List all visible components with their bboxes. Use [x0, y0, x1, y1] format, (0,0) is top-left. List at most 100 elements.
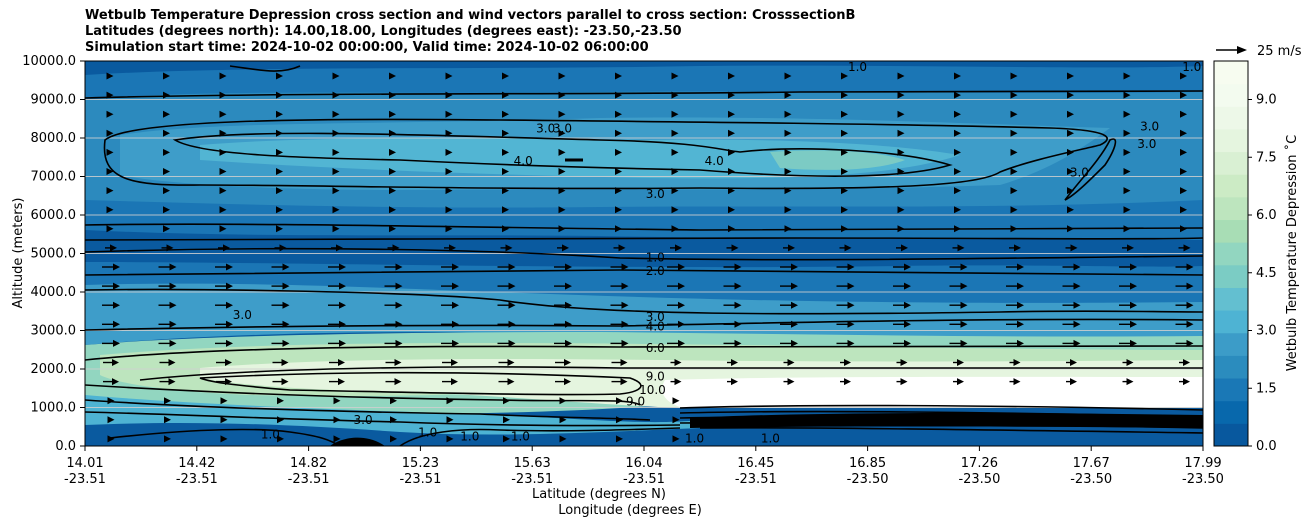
wind-vector-head: [106, 168, 114, 175]
wind-vector-head: [332, 72, 340, 80]
colorbar-segment: [1214, 423, 1248, 447]
contour-line-7: [85, 384, 641, 406]
wind-vector-head: [392, 244, 400, 252]
wind-vector-head: [394, 359, 402, 366]
wind-vector-head: [954, 225, 961, 233]
wind-vector-head: [671, 187, 679, 195]
wind-vector-head: [841, 72, 848, 80]
wind-vector-head: [565, 263, 572, 271]
wind-vector-head: [1010, 110, 1018, 118]
wind-vector-head: [389, 148, 396, 156]
wind-vector-head: [1130, 320, 1137, 328]
wind-vector-head: [107, 435, 115, 443]
wind-vector-head: [954, 168, 961, 175]
wind-vector-head: [169, 339, 177, 347]
wind-vector-head: [960, 282, 968, 290]
wind-vector-head: [452, 282, 459, 290]
wind-vector-head: [390, 397, 397, 405]
y-tick-label: 10000.0: [22, 54, 76, 69]
wind-vector-head: [1126, 359, 1134, 366]
wind-vector-head: [169, 263, 177, 271]
wind-vector-head: [508, 282, 516, 290]
wind-vector-head: [1123, 187, 1131, 195]
wind-vector-head: [339, 301, 346, 309]
x-tick-label-lon: -23.51: [735, 472, 777, 487]
wind-vector-head: [615, 91, 622, 99]
fill-band-low-4: [662, 376, 1203, 407]
contour-label: 4.0: [514, 154, 533, 168]
wind-vector-head: [897, 206, 905, 214]
wind-vector-head: [621, 263, 629, 271]
wind-vector-head: [841, 129, 848, 137]
wind-vector-head: [1010, 129, 1018, 137]
wind-vector-head: [957, 359, 964, 366]
colorbar-segment: [1214, 151, 1248, 175]
wind-vector-head: [564, 378, 571, 386]
wind-vector-head: [502, 168, 509, 175]
contour-label: 3.0: [646, 187, 665, 201]
wind-vector-head: [897, 91, 905, 99]
wind-vector-head: [277, 435, 284, 443]
colorbar-segment: [1214, 83, 1248, 107]
wind-vector-head: [276, 91, 283, 99]
wind-vector-head: [954, 187, 961, 195]
contour-line-1: [85, 247, 1203, 261]
wind-vector-head: [1010, 91, 1018, 99]
wind-vector-head: [1067, 129, 1074, 137]
wind-reference-label: 25 m/s: [1257, 44, 1302, 59]
colorbar-tick-label: 9.0: [1256, 93, 1277, 108]
wind-vector-head: [904, 339, 911, 347]
colorbar-segment: [1214, 264, 1248, 288]
wind-vector-head: [615, 72, 622, 80]
y-tick-label: 3000.0: [31, 324, 77, 339]
wind-vector-head: [502, 110, 509, 118]
wind-vector-head: [1183, 244, 1191, 252]
contour-label: 1.0: [761, 431, 780, 445]
wind-vector-head: [671, 225, 679, 233]
wind-vector-head: [847, 282, 855, 290]
wind-vector-head: [106, 206, 114, 214]
wind-vectors: [102, 72, 1194, 443]
wind-vector-head: [282, 301, 290, 309]
wind-vector-head: [339, 339, 346, 347]
wind-vector-head: [332, 225, 340, 233]
wind-vector-head: [734, 320, 742, 328]
wind-vector-head: [276, 206, 283, 214]
contour-line-3-mid: [85, 288, 1203, 315]
wind-vector-head: [901, 244, 908, 252]
wind-vector-head: [674, 359, 682, 366]
wind-vector-head: [678, 263, 685, 271]
y-tick-label: 0.0: [55, 439, 76, 454]
wind-vector-head: [960, 320, 968, 328]
wind-vector-head: [1186, 301, 1194, 309]
wind-vector-head: [503, 397, 510, 405]
wind-vector-head: [1073, 263, 1081, 271]
wind-vector-head: [615, 206, 622, 214]
wind-vector-head: [446, 435, 454, 443]
wind-vector-head: [734, 339, 742, 347]
contour-label: 3.0: [646, 310, 665, 324]
wind-vector-head: [106, 110, 114, 118]
wind-vector-head: [1123, 129, 1131, 137]
wind-vector-head: [671, 206, 679, 214]
wind-vector-head: [960, 301, 968, 309]
wind-vector-head: [788, 244, 795, 252]
wind-vector-head: [1183, 378, 1190, 386]
contour-label: 1.0: [460, 429, 479, 443]
wind-vector-head: [678, 301, 685, 309]
wind-vector-head: [954, 148, 961, 156]
contour-line-10: [199, 371, 642, 396]
wind-vector-head: [276, 110, 283, 118]
wind-vector-head: [1180, 129, 1187, 137]
wind-vector-head: [784, 129, 792, 137]
x-tick-label-lon: -23.51: [623, 472, 665, 487]
contour-label: 6.0: [646, 341, 665, 355]
wind-vector-head: [1073, 320, 1081, 328]
contour-line-2b: [85, 237, 1203, 241]
gridlines: [85, 99, 1203, 408]
wind-vector-head: [615, 168, 622, 175]
wind-vector-head: [841, 168, 848, 175]
contour-label: 3.0: [536, 121, 555, 135]
wind-vector-head: [1010, 187, 1018, 195]
wind-vector-head: [1130, 339, 1137, 347]
